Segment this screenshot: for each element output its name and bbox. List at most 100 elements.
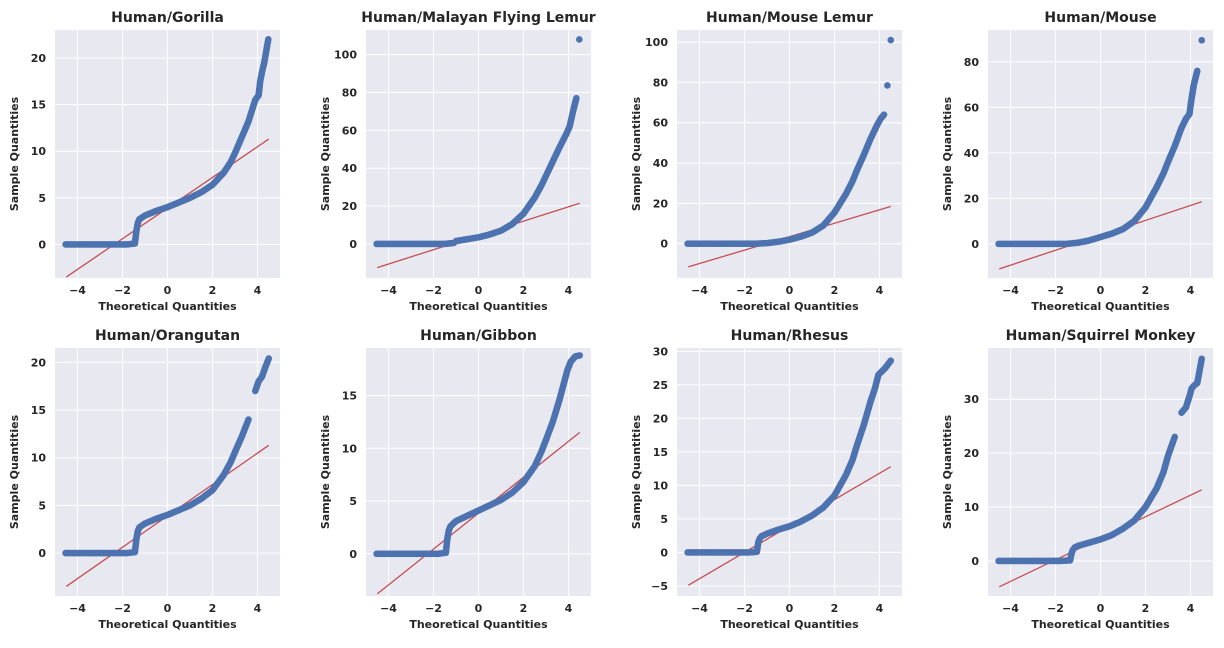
x-tick-label: −2 [1047, 284, 1064, 297]
x-tick-label: −4 [691, 284, 708, 297]
x-tick-label: −4 [1002, 602, 1019, 615]
subplot-title: Human/Orangutan [95, 328, 240, 344]
x-axis-label: Theoretical Quantities [98, 618, 237, 631]
x-tick-label: 4 [254, 602, 262, 615]
data-point [1198, 355, 1206, 363]
x-tick-label: −2 [425, 284, 442, 297]
data-point [265, 36, 272, 43]
data-point [1198, 36, 1206, 44]
x-axis-label: Theoretical Quantities [409, 300, 548, 313]
x-tick-label: 0 [1097, 602, 1105, 615]
x-axis-label: Theoretical Quantities [720, 300, 859, 313]
x-tick-label: −2 [736, 284, 753, 297]
x-tick-label: 0 [164, 284, 172, 297]
y-tick-label: 80 [964, 56, 980, 69]
y-tick-label: 0 [38, 547, 46, 560]
subplot-title: Human/Gorilla [111, 10, 224, 26]
x-axis-label: Theoretical Quantities [409, 618, 548, 631]
x-tick-label: 2 [209, 284, 217, 297]
subplot-title: Human/Mouse [1044, 10, 1156, 26]
y-tick-label: 0 [349, 548, 357, 561]
x-tick-label: 0 [164, 602, 172, 615]
y-tick-label: 10 [653, 479, 669, 492]
x-tick-label: 2 [520, 284, 528, 297]
y-tick-label: 0 [349, 238, 357, 251]
x-tick-label: −2 [1047, 602, 1064, 615]
x-tick-label: −2 [114, 602, 131, 615]
y-tick-label: 20 [31, 52, 47, 65]
data-point [1171, 433, 1179, 441]
data-point [573, 94, 580, 102]
x-axis-label: Theoretical Quantities [1031, 300, 1170, 313]
y-tick-label: 20 [653, 197, 669, 210]
subplot-title: Human/Gibbon [420, 328, 537, 344]
x-axis-label: Theoretical Quantities [720, 618, 859, 631]
x-tick-label: −2 [114, 284, 131, 297]
subplot-5: −4 −2 0 2 4 0 5 10 15 20 Human/Orangutan Theoretica… [8, 328, 280, 631]
x-tick-label: 0 [786, 284, 794, 297]
subplot-title: Human/Rhesus [731, 328, 849, 344]
y-tick-label: 20 [653, 412, 669, 425]
x-tick-label: −4 [691, 602, 708, 615]
x-tick-label: 4 [876, 284, 884, 297]
subplot-8: −4 −2 0 2 4 0 10 20 30 Human/Squirrel Monkey Theor… [941, 328, 1213, 631]
x-axis-label: Theoretical Quantities [1031, 618, 1170, 631]
subplot-6: −4 −2 0 2 4 0 5 10 15 Human/Gibbon Theoretical Qua… [319, 328, 591, 631]
x-tick-label: 2 [520, 602, 528, 615]
y-tick-label: 60 [653, 117, 669, 130]
subplot-title: Human/Squirrel Monkey [1006, 328, 1196, 344]
y-axis-label: Sample Quantities [8, 414, 21, 529]
x-tick-label: −4 [69, 284, 86, 297]
y-tick-label: 25 [653, 379, 668, 392]
y-tick-label: 15 [653, 446, 668, 459]
x-tick-label: 2 [831, 284, 839, 297]
data-point [887, 357, 895, 365]
data-point [1193, 67, 1201, 75]
data-point [887, 36, 895, 44]
y-tick-label: 20 [31, 356, 47, 369]
y-axis-label: Sample Quantities [319, 96, 332, 211]
y-tick-label: 40 [964, 147, 980, 160]
y-tick-label: 30 [964, 393, 980, 406]
data-point [884, 82, 891, 89]
y-tick-label: 20 [342, 200, 358, 213]
x-tick-label: 0 [786, 602, 794, 615]
y-tick-label: 5 [38, 192, 46, 205]
x-tick-label: −2 [425, 602, 442, 615]
data-point [576, 352, 584, 359]
data-point [576, 36, 583, 43]
data-point [880, 111, 888, 118]
y-tick-label: 10 [31, 145, 47, 158]
x-tick-label: −2 [736, 602, 753, 615]
y-tick-label: 10 [964, 501, 980, 514]
y-tick-label: 40 [653, 157, 669, 170]
y-tick-label: 20 [964, 447, 980, 460]
y-tick-label: 100 [334, 49, 357, 62]
y-tick-label: 40 [342, 162, 358, 175]
y-tick-label: 80 [653, 76, 669, 89]
y-tick-label: 60 [342, 124, 358, 137]
data-point [265, 355, 273, 362]
y-axis-label: Sample Quantities [8, 96, 21, 211]
y-tick-label: 0 [38, 238, 46, 251]
y-tick-label: 30 [653, 345, 669, 358]
y-axis-label: Sample Quantities [319, 414, 332, 529]
x-tick-label: 4 [1187, 602, 1195, 615]
x-tick-label: 4 [254, 284, 262, 297]
x-tick-label: 0 [1097, 284, 1105, 297]
x-tick-label: 2 [1142, 284, 1150, 297]
y-tick-label: 20 [964, 192, 980, 205]
y-tick-label: 0 [971, 238, 979, 251]
y-tick-label: 5 [349, 495, 357, 508]
y-tick-label: 10 [31, 452, 47, 465]
y-tick-label: 15 [31, 99, 46, 112]
x-tick-label: −4 [380, 602, 397, 615]
x-tick-label: 4 [1187, 284, 1195, 297]
y-tick-label: 10 [342, 442, 358, 455]
x-tick-label: 4 [565, 602, 573, 615]
y-tick-label: 100 [645, 36, 668, 49]
x-tick-label: 0 [475, 602, 483, 615]
